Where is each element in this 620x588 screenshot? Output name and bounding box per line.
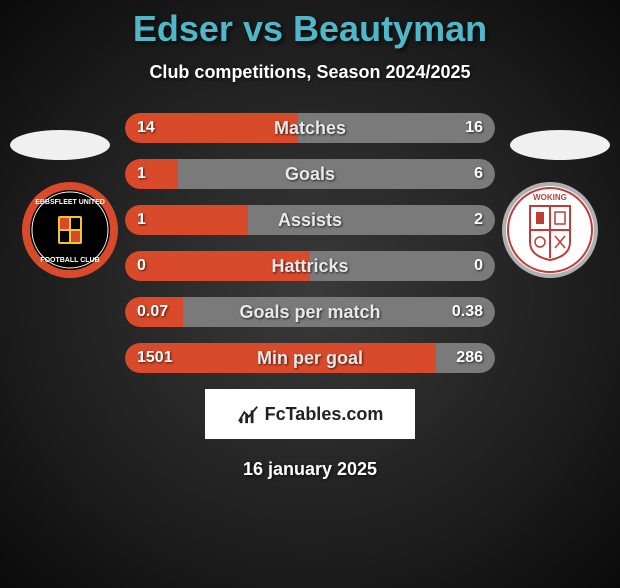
stat-row: 1501Min per goal286 bbox=[125, 343, 495, 373]
stat-label: Hattricks bbox=[125, 251, 495, 281]
stat-row: 14Matches16 bbox=[125, 113, 495, 143]
stat-label: Goals per match bbox=[125, 297, 495, 327]
stats-container: 14Matches16 1Goals6 1Assists2 0Hattricks0 0.… bbox=[125, 113, 495, 373]
stat-row: 1Goals6 bbox=[125, 159, 495, 189]
stat-value-right: 6 bbox=[474, 159, 483, 189]
vs-text: vs bbox=[243, 8, 283, 49]
svg-text:WOKING: WOKING bbox=[533, 193, 567, 202]
stat-row: 0.07Goals per match0.38 bbox=[125, 297, 495, 327]
stat-label: Goals bbox=[125, 159, 495, 189]
stat-label: Min per goal bbox=[125, 343, 495, 373]
player-left-name: Edser bbox=[133, 8, 233, 49]
player-left-silhouette bbox=[10, 130, 110, 160]
player-right-silhouette bbox=[510, 130, 610, 160]
svg-text:EBBSFLEET UNITED: EBBSFLEET UNITED bbox=[35, 199, 105, 206]
brand-badge: FcTables.com bbox=[205, 389, 415, 439]
subtitle: Club competitions, Season 2024/2025 bbox=[0, 62, 620, 83]
chart-icon bbox=[237, 403, 259, 425]
stat-row: 1Assists2 bbox=[125, 205, 495, 235]
stat-value-right: 2 bbox=[474, 205, 483, 235]
stat-label: Assists bbox=[125, 205, 495, 235]
club-badge-right: WOKING bbox=[500, 180, 600, 280]
stat-value-right: 0.38 bbox=[452, 297, 483, 327]
stat-value-right: 286 bbox=[456, 343, 483, 373]
stat-row: 0Hattricks0 bbox=[125, 251, 495, 281]
stat-value-right: 0 bbox=[474, 251, 483, 281]
stat-value-right: 16 bbox=[465, 113, 483, 143]
page-title: Edser vs Beautyman bbox=[0, 8, 620, 50]
club-badge-left: EBBSFLEET UNITED FOOTBALL CLUB bbox=[20, 180, 120, 280]
date-text: 16 january 2025 bbox=[0, 459, 620, 480]
brand-label: FcTables.com bbox=[265, 404, 384, 425]
stat-label: Matches bbox=[125, 113, 495, 143]
player-right-name: Beautyman bbox=[293, 8, 487, 49]
svg-text:FOOTBALL CLUB: FOOTBALL CLUB bbox=[40, 257, 99, 264]
